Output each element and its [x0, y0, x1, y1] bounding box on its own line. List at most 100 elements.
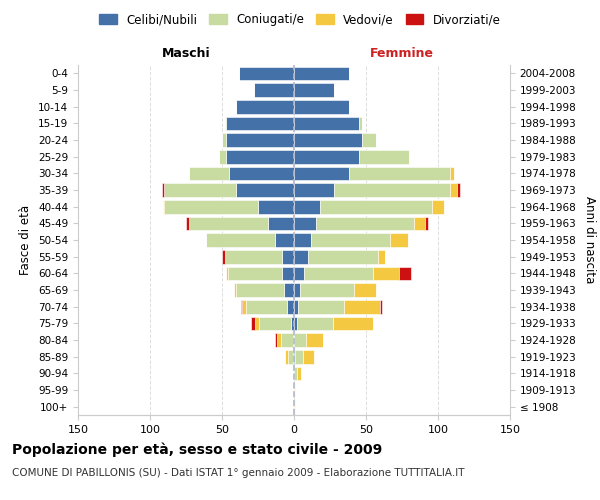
- Bar: [294, 150, 359, 164]
- Bar: [247, 300, 287, 314]
- Bar: [225, 250, 283, 264]
- Bar: [320, 200, 432, 213]
- Bar: [298, 300, 344, 314]
- Bar: [275, 233, 294, 247]
- Bar: [359, 116, 362, 130]
- Bar: [457, 183, 460, 197]
- Bar: [239, 66, 294, 80]
- Bar: [236, 100, 294, 114]
- Bar: [334, 183, 449, 197]
- Bar: [286, 350, 288, 364]
- Text: Maschi: Maschi: [161, 47, 211, 60]
- Bar: [206, 233, 275, 247]
- Bar: [284, 283, 294, 297]
- Bar: [229, 166, 294, 180]
- Bar: [294, 300, 298, 314]
- Bar: [432, 200, 444, 213]
- Text: COMUNE DI PABILLONIS (SU) - Dati ISTAT 1° gennaio 2009 - Elaborazione TUTTITALIA: COMUNE DI PABILLONIS (SU) - Dati ISTAT 1…: [12, 468, 464, 477]
- Bar: [189, 166, 229, 180]
- Bar: [391, 233, 408, 247]
- Bar: [294, 366, 297, 380]
- Bar: [294, 383, 295, 397]
- Bar: [294, 183, 334, 197]
- Bar: [283, 250, 294, 264]
- Bar: [344, 300, 380, 314]
- Bar: [380, 300, 382, 314]
- Bar: [399, 266, 410, 280]
- Bar: [373, 266, 399, 280]
- Bar: [294, 350, 295, 364]
- Bar: [222, 133, 226, 147]
- Bar: [226, 150, 294, 164]
- Legend: Celibi/Nubili, Coniugati/e, Vedovi/e, Divorziati/e: Celibi/Nubili, Coniugati/e, Vedovi/e, Di…: [95, 8, 505, 31]
- Bar: [233, 283, 236, 297]
- Bar: [297, 316, 333, 330]
- Bar: [222, 250, 225, 264]
- Bar: [226, 133, 294, 147]
- Bar: [236, 283, 284, 297]
- Bar: [449, 166, 454, 180]
- Bar: [294, 216, 316, 230]
- Bar: [258, 200, 294, 213]
- Bar: [294, 116, 359, 130]
- Bar: [294, 316, 297, 330]
- Bar: [425, 216, 428, 230]
- Bar: [294, 266, 304, 280]
- Bar: [163, 200, 164, 213]
- Text: Popolazione per età, sesso e stato civile - 2009: Popolazione per età, sesso e stato civil…: [12, 442, 382, 457]
- Bar: [259, 316, 291, 330]
- Text: Femmine: Femmine: [370, 47, 434, 60]
- Bar: [275, 333, 277, 347]
- Bar: [294, 133, 362, 147]
- Bar: [294, 333, 305, 347]
- Bar: [277, 333, 281, 347]
- Bar: [293, 366, 294, 380]
- Bar: [255, 316, 259, 330]
- Y-axis label: Fasce di età: Fasce di età: [19, 205, 32, 275]
- Bar: [287, 300, 294, 314]
- Bar: [294, 283, 300, 297]
- Bar: [349, 166, 449, 180]
- Bar: [377, 250, 385, 264]
- Bar: [311, 233, 391, 247]
- Bar: [254, 83, 294, 97]
- Bar: [294, 100, 349, 114]
- Y-axis label: Anni di nascita: Anni di nascita: [583, 196, 596, 284]
- Bar: [164, 200, 258, 213]
- Bar: [186, 216, 189, 230]
- Bar: [241, 300, 242, 314]
- Bar: [236, 183, 294, 197]
- Bar: [302, 350, 314, 364]
- Bar: [294, 400, 295, 413]
- Bar: [294, 166, 349, 180]
- Bar: [161, 183, 164, 197]
- Bar: [219, 150, 226, 164]
- Bar: [297, 366, 301, 380]
- Bar: [228, 266, 283, 280]
- Bar: [293, 350, 294, 364]
- Bar: [189, 216, 268, 230]
- Bar: [355, 283, 376, 297]
- Bar: [294, 250, 308, 264]
- Bar: [242, 300, 247, 314]
- Bar: [251, 316, 255, 330]
- Bar: [294, 200, 320, 213]
- Bar: [283, 266, 294, 280]
- Bar: [225, 116, 226, 130]
- Bar: [308, 250, 377, 264]
- Bar: [226, 266, 228, 280]
- Bar: [281, 333, 293, 347]
- Bar: [305, 333, 323, 347]
- Bar: [300, 283, 355, 297]
- Bar: [294, 83, 334, 97]
- Bar: [268, 216, 294, 230]
- Bar: [449, 183, 457, 197]
- Bar: [293, 333, 294, 347]
- Bar: [316, 216, 413, 230]
- Bar: [304, 266, 373, 280]
- Bar: [288, 350, 293, 364]
- Bar: [226, 116, 294, 130]
- Bar: [413, 216, 425, 230]
- Bar: [164, 183, 236, 197]
- Bar: [294, 233, 311, 247]
